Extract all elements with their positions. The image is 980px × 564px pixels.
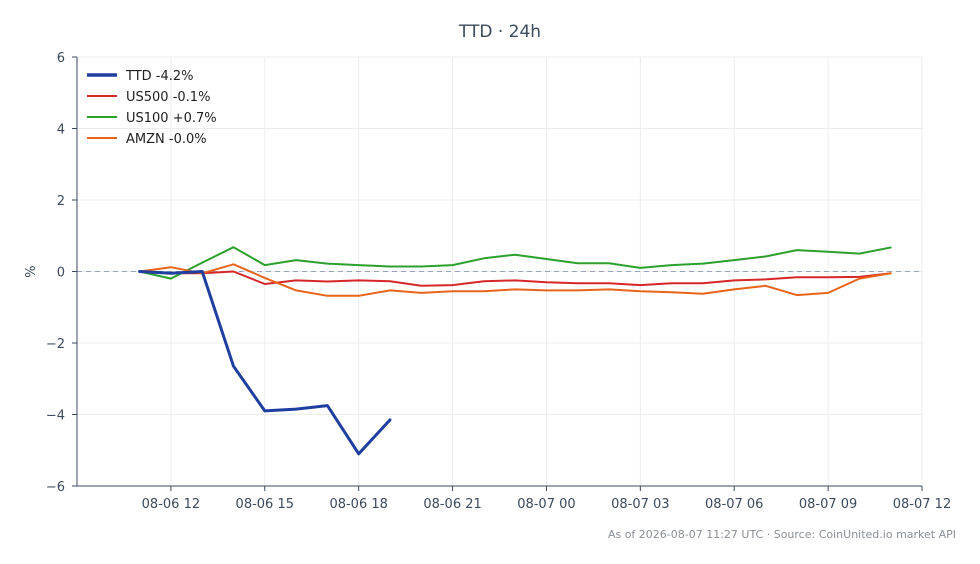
x-tick-label-2: 08-06 18 — [329, 497, 387, 512]
legend-label-0: TTD -4.2% — [125, 69, 194, 84]
y-tick-label-2: −2 — [46, 337, 65, 352]
y-tick-label-4: 2 — [57, 194, 65, 209]
x-axis-ticks: 08-06 12 08-06 15 08-06 18 08-06 21 08-07 00… — [142, 486, 951, 512]
series-line-0 — [138, 270, 392, 456]
y-tick-label-5: 4 — [57, 123, 65, 138]
y-tick-label-1: −4 — [46, 409, 65, 424]
x-tick-label-0: 08-06 12 — [142, 497, 200, 512]
legend-label-3: AMZN -0.0% — [126, 132, 207, 147]
x-tick-label-5: 08-07 03 — [611, 497, 669, 512]
series-line-3 — [138, 263, 892, 297]
legend: TTD -4.2% US500 -0.1% US100 +0.7% AMZN -0.0… — [87, 69, 217, 147]
legend-label-2: US100 +0.7% — [126, 111, 217, 126]
chart-title: TTD · 24h — [458, 22, 541, 42]
y-tick-label-3: 0 — [57, 266, 65, 281]
y-axis-label: % — [24, 265, 39, 277]
y-axis-ticks: −6 −4 −2 0 2 4 6 — [46, 51, 77, 495]
series-line-1 — [138, 270, 892, 287]
x-tick-label-6: 08-07 06 — [705, 497, 763, 512]
legend-label-1: US500 -0.1% — [126, 90, 210, 105]
x-tick-label-4: 08-07 00 — [517, 497, 575, 512]
y-tick-label-0: −6 — [46, 480, 65, 495]
series-line-2 — [138, 246, 892, 280]
source-footer: As of 2026-08-07 11:27 UTC · Source: Coi… — [608, 528, 956, 541]
x-tick-label-7: 08-07 09 — [799, 497, 857, 512]
x-tick-label-8: 08-07 12 — [893, 497, 951, 512]
x-tick-label-3: 08-06 21 — [423, 497, 481, 512]
x-tick-label-1: 08-06 15 — [236, 497, 294, 512]
y-tick-label-6: 6 — [57, 51, 65, 66]
series-layer — [138, 246, 892, 456]
